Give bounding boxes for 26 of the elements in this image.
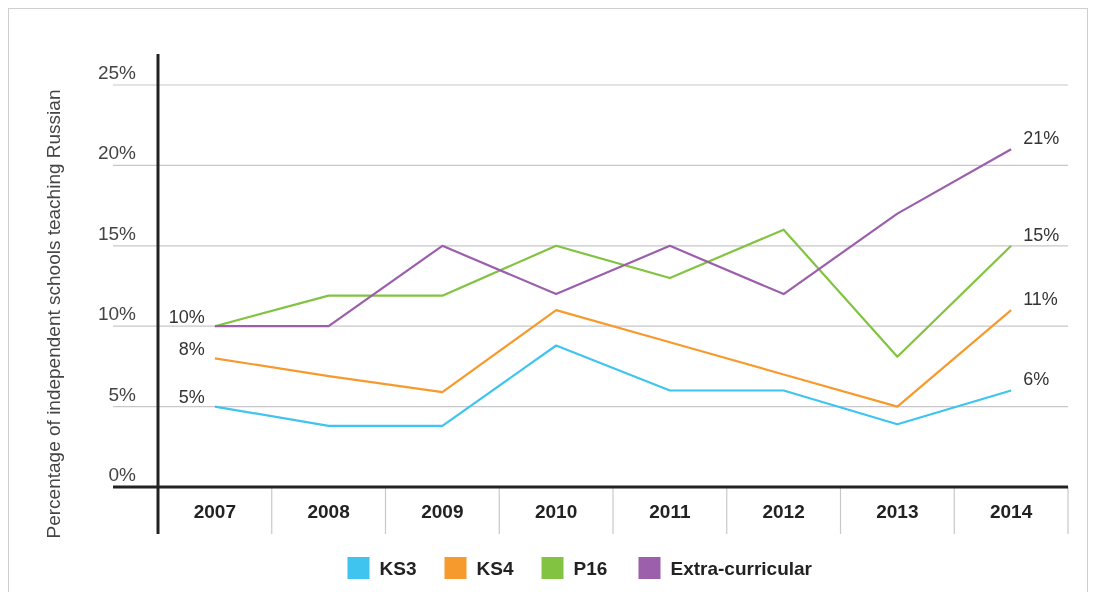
legend-label: KS3 <box>379 558 417 579</box>
x-tick-label: 2012 <box>762 501 805 522</box>
x-tick-label: 2008 <box>307 501 350 522</box>
data-label: 11% <box>1023 288 1058 309</box>
y-tick-label: 20% <box>97 142 137 164</box>
data-label: 8% <box>178 339 205 360</box>
x-tick-label: 2009 <box>421 501 464 522</box>
y-tick-label: 5% <box>108 383 137 405</box>
data-label: 15% <box>1023 224 1060 245</box>
legend-label: P16 <box>573 558 608 579</box>
legend-label: Extra-curricular <box>670 558 813 579</box>
x-tick-label: 2007 <box>193 501 237 522</box>
data-label: 6% <box>1023 369 1050 390</box>
data-label: 10% <box>168 306 205 327</box>
x-tick-label: 2013 <box>876 501 919 522</box>
x-tick-label: 2014 <box>989 501 1033 522</box>
x-tick-label: 2011 <box>649 501 691 522</box>
y-tick-label: 0% <box>108 464 137 485</box>
y-tick-label: 15% <box>97 222 137 244</box>
x-tick-label: 2010 <box>534 501 578 522</box>
legend-label: KS4 <box>476 558 514 579</box>
data-label: 5% <box>178 387 205 408</box>
y-tick-label: 25% <box>97 62 137 83</box>
data-label: 21% <box>1023 128 1060 149</box>
y-axis-title: Percentage of independent schools teaching Russian <box>43 89 64 539</box>
y-tick-label: 10% <box>97 303 137 325</box>
